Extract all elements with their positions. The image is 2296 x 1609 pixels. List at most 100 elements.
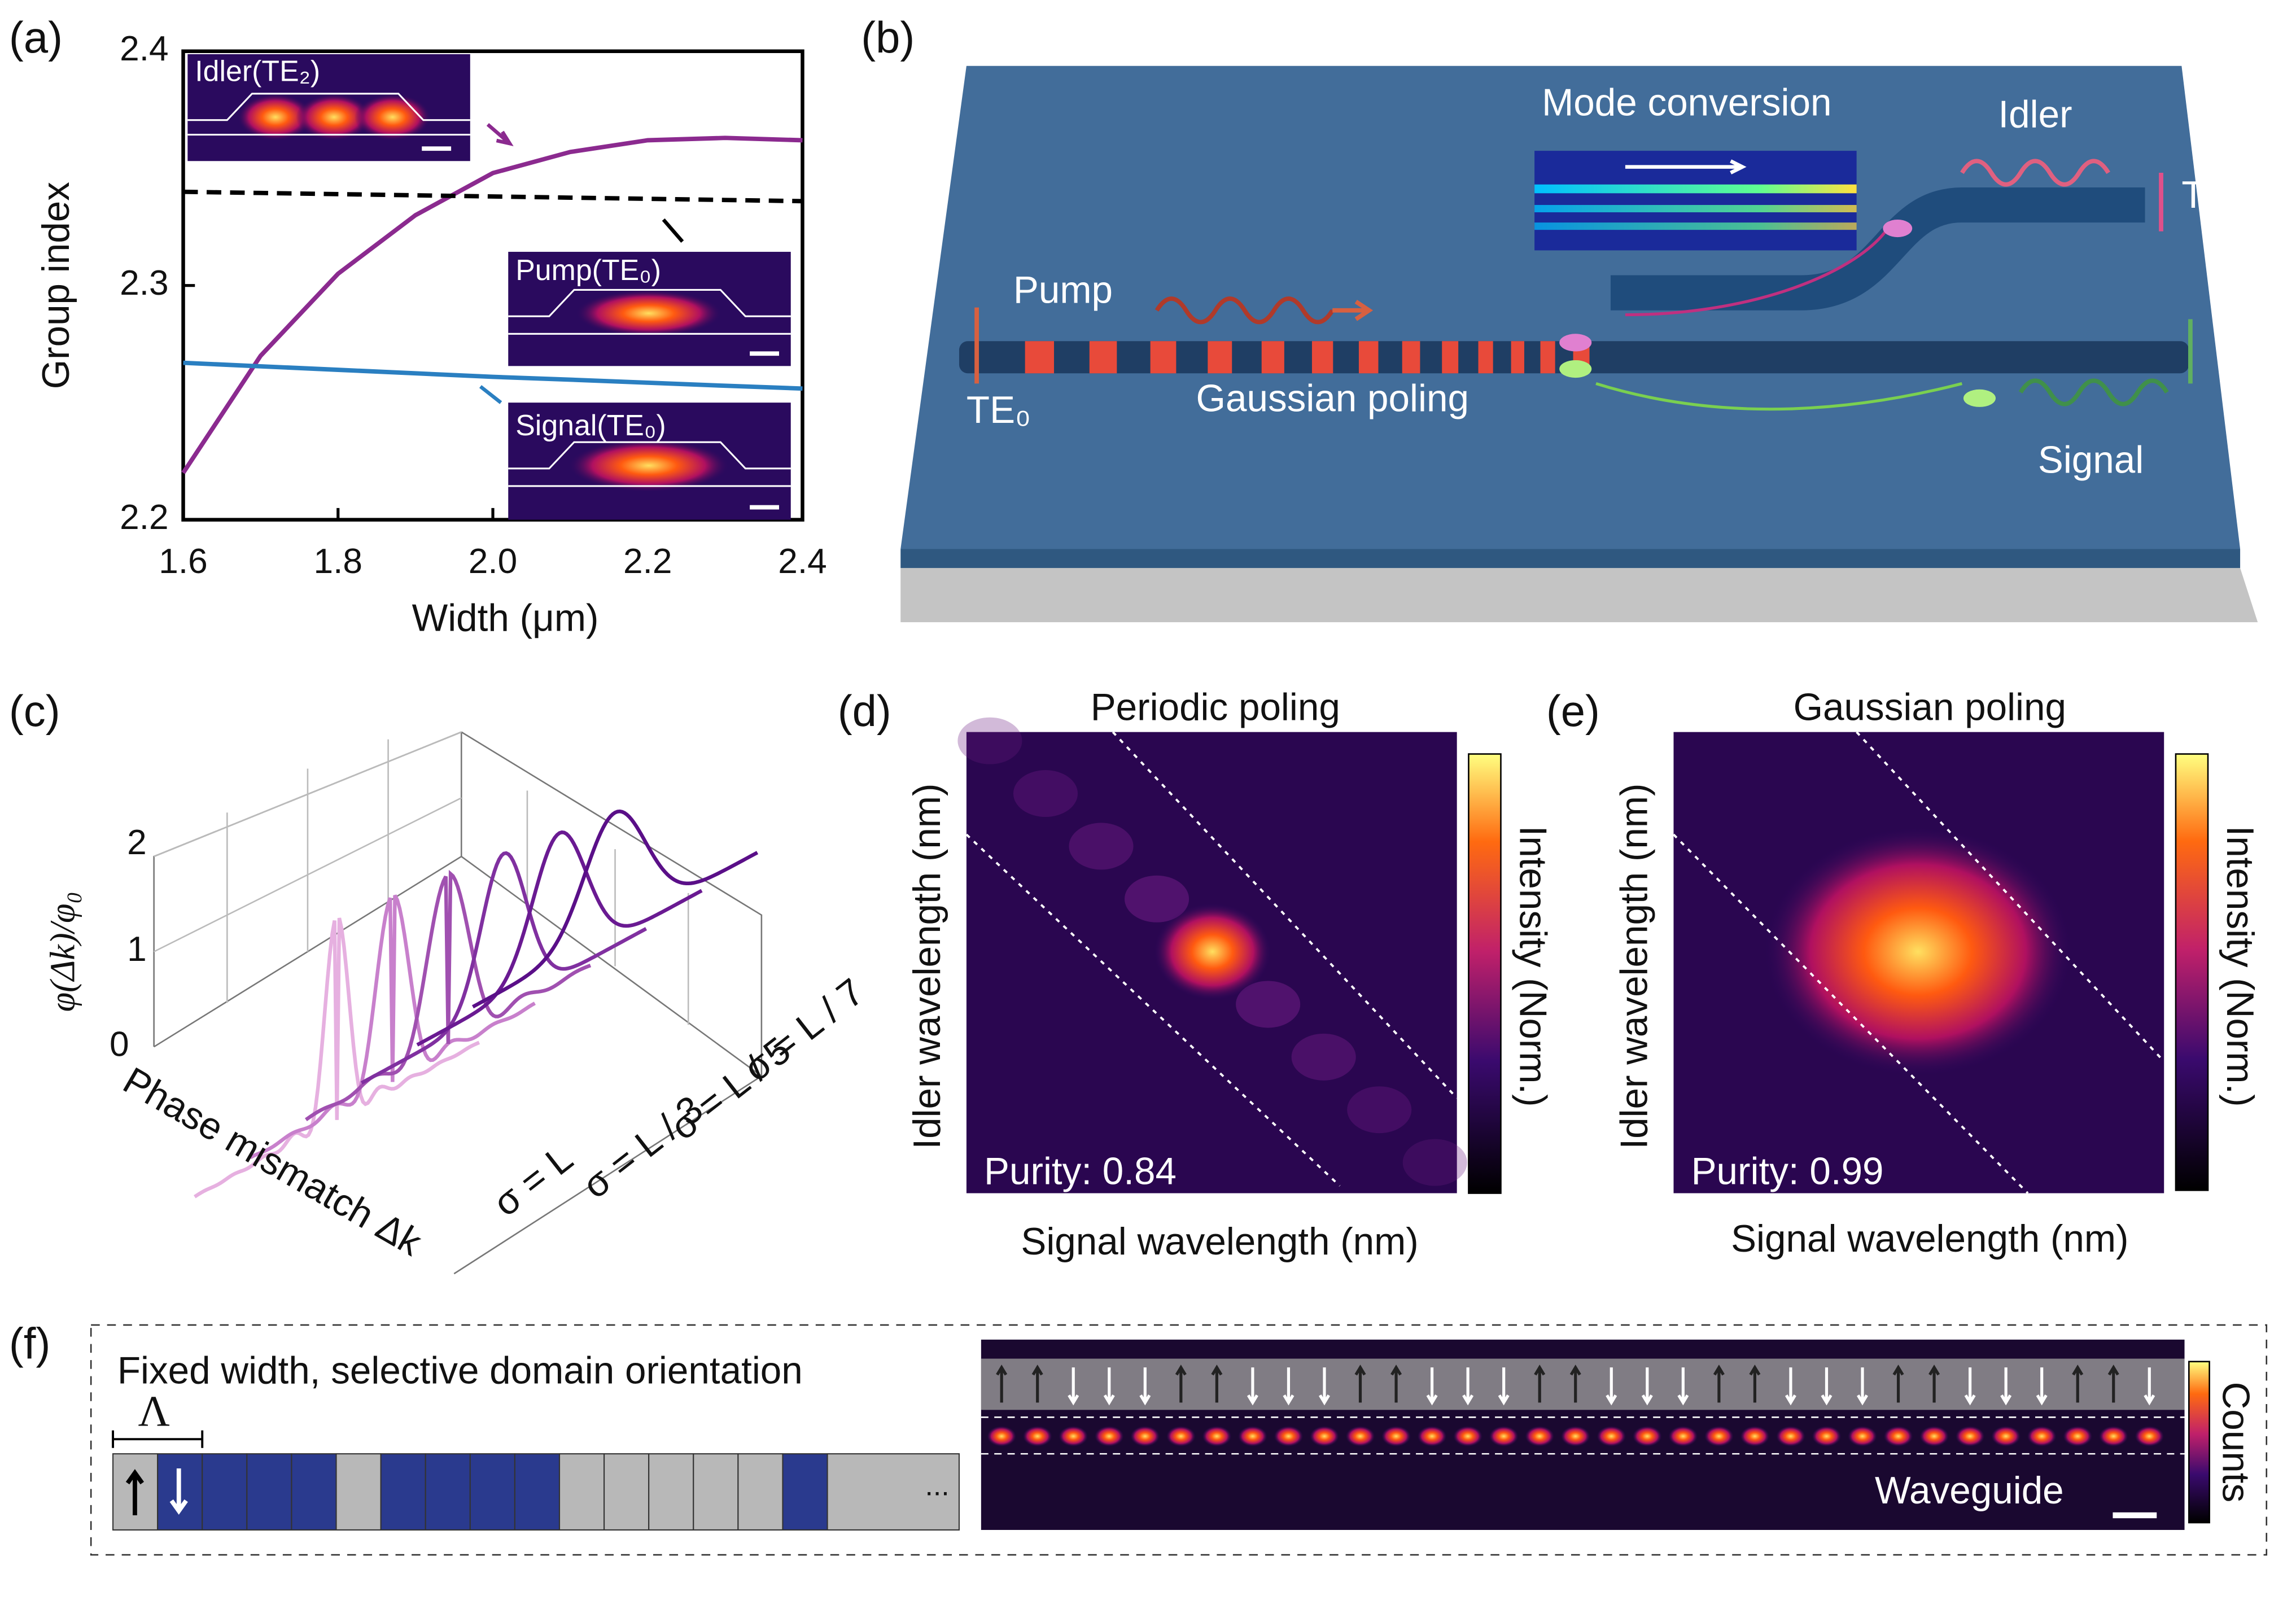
spot	[1130, 1426, 1160, 1447]
mode-lobe	[354, 93, 431, 141]
arrow	[996, 1365, 1008, 1403]
label: Pump	[1013, 269, 1113, 311]
grid-3d	[154, 731, 689, 1025]
panel-label: (a)	[9, 14, 63, 62]
arrow	[1103, 1367, 1115, 1406]
spot	[1740, 1426, 1770, 1447]
dashed-line	[981, 1416, 2185, 1455]
arrow	[1964, 1367, 1976, 1406]
arrow	[486, 123, 514, 146]
arrow	[1283, 1367, 1294, 1406]
title: Gaussian poling	[1794, 687, 2066, 729]
arrow	[1031, 1365, 1043, 1403]
purity: Purity: 0.99	[1691, 1151, 1884, 1193]
title: Periodic poling	[1091, 687, 1340, 729]
scale-bar	[750, 351, 779, 356]
spot	[1274, 1426, 1304, 1447]
label: Gaussian poling	[1196, 377, 1469, 419]
domain-cell	[514, 1453, 561, 1531]
domain	[1150, 341, 1177, 374]
mode-stripe	[1534, 184, 1857, 194]
panel-label: (c)	[9, 687, 60, 736]
arrow	[1318, 1367, 1330, 1406]
spot	[1094, 1426, 1124, 1447]
axis-label: Idler wavelength (nm)	[906, 783, 948, 1149]
domain-cell	[202, 1453, 248, 1531]
colorbar	[1468, 753, 1502, 1194]
label: Idler	[1998, 93, 2072, 135]
panel-label: (b)	[861, 14, 915, 62]
domain-cell	[335, 1453, 382, 1531]
domain	[1442, 341, 1459, 374]
photon	[1559, 360, 1592, 378]
side-lobe	[1069, 823, 1134, 870]
arrow	[1534, 1365, 1546, 1403]
arrow	[1749, 1365, 1761, 1403]
spot	[1668, 1426, 1698, 1447]
arrow	[2036, 1367, 2048, 1406]
tick-label: 0	[110, 1025, 129, 1064]
dashed-line	[1673, 731, 2165, 1194]
spot	[1991, 1426, 2021, 1447]
spot	[1848, 1426, 1877, 1447]
slab-top	[900, 65, 2241, 549]
spot	[1237, 1426, 1267, 1447]
waveguide-outline	[187, 93, 470, 136]
spot	[1597, 1426, 1626, 1447]
label: Mode conversion	[1542, 82, 1831, 124]
panel-label: (d)	[838, 687, 891, 736]
box-3d	[153, 731, 763, 1275]
spot	[1776, 1426, 1805, 1447]
domain	[1089, 341, 1117, 374]
wave	[1960, 159, 2110, 187]
spot	[1453, 1426, 1483, 1447]
spot	[987, 1426, 1017, 1447]
arrow	[662, 218, 684, 243]
spot	[2135, 1426, 2164, 1447]
mode-lobe	[575, 290, 722, 337]
domain-cell	[425, 1453, 471, 1531]
substrate	[900, 568, 2258, 623]
curve	[194, 917, 480, 1199]
domain-cell	[246, 1453, 292, 1531]
slab-front	[900, 549, 2241, 569]
panel-c	[153, 731, 763, 1275]
domain	[1402, 341, 1420, 374]
label: TE₀	[2181, 174, 2246, 216]
side-lobe	[1347, 1086, 1412, 1134]
colorbar-label: Intensity (Norm.)	[2219, 825, 2261, 1107]
arrow	[2000, 1367, 2012, 1406]
line	[183, 360, 803, 391]
arrow	[1175, 1365, 1187, 1403]
arrow	[1606, 1367, 1617, 1406]
arrow	[1928, 1365, 1940, 1403]
panel-d: Periodic poling Idler wavelength (nm) Si…	[906, 687, 1554, 1263]
colorbar	[2175, 753, 2209, 1191]
domain	[1478, 341, 1493, 374]
caption: Fixed width, selective domain orientatio…	[117, 1349, 803, 1392]
panel-e: Gaussian poling Idler wavelength (nm) Si…	[1613, 687, 2261, 1260]
side-lobe	[1125, 875, 1189, 922]
y-tick-label: 2.3	[120, 264, 169, 303]
arrow	[1821, 1367, 1833, 1406]
sigma-label: σ = L	[486, 1137, 581, 1225]
x-tick-label: 1.6	[159, 542, 208, 581]
scale-bar	[750, 505, 779, 510]
side-lobe	[1013, 770, 1078, 817]
idler-path	[1625, 226, 1890, 317]
axis-label: Phase mismatch Δk	[116, 1059, 429, 1264]
arrow	[1390, 1365, 1402, 1403]
axis-label: Signal wavelength (nm)	[1731, 1218, 2128, 1260]
arrow	[1857, 1367, 1869, 1406]
spot	[1202, 1426, 1232, 1447]
arrow	[1332, 299, 1374, 321]
mode-stripe	[1534, 222, 1857, 230]
spot	[1919, 1426, 1949, 1447]
panel-b: Mode conversion Idler TE₀ Pump TE₀ Gauss…	[900, 65, 2278, 623]
scale-bar	[422, 146, 452, 151]
spot	[2063, 1426, 2093, 1447]
ellipsis: ...	[925, 1468, 949, 1501]
side-lobe	[1402, 1139, 1467, 1186]
arrow	[1462, 1367, 1474, 1406]
